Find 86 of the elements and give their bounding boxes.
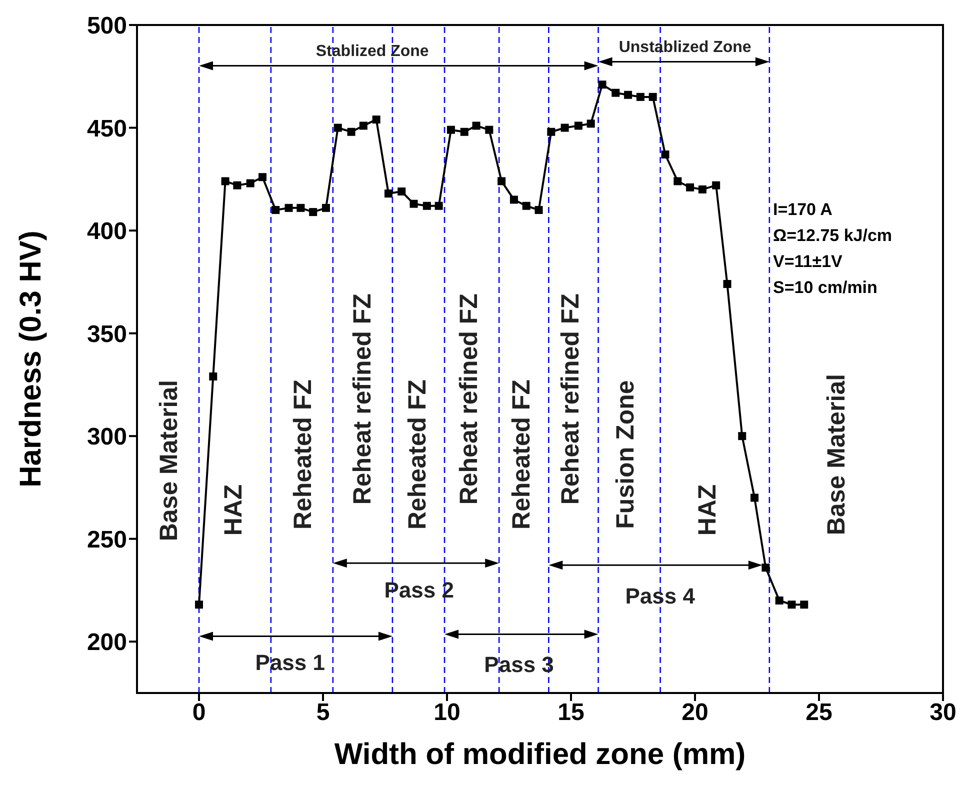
point (636, 92, 644, 101)
annotation: Fusion Zone (611, 380, 640, 529)
point (661, 150, 670, 158)
point (510, 196, 518, 204)
annotation: Reheated FZ (403, 380, 432, 530)
annotation: Pass 2 (384, 578, 454, 603)
point (648, 92, 657, 101)
point (246, 179, 254, 188)
annotation: Pass 1 (255, 650, 326, 675)
point (800, 600, 808, 609)
point (460, 128, 468, 136)
point (233, 181, 242, 190)
point (347, 128, 356, 136)
point (272, 206, 280, 214)
y-tick-label: 450 (86, 115, 127, 142)
y-tick-label: 500 (86, 12, 127, 40)
point (598, 80, 606, 89)
point (586, 120, 595, 128)
point (209, 372, 218, 380)
point (762, 564, 770, 572)
point (334, 124, 342, 132)
x-tick-label: 25 (806, 699, 832, 726)
point (534, 206, 543, 214)
x-tick-label: 15 (558, 699, 584, 726)
annotation: Ω=12.75 kJ/cm (773, 226, 892, 245)
point (686, 183, 694, 192)
point (221, 177, 230, 186)
point (485, 126, 494, 134)
annotation: Reheat refined FZ (348, 294, 377, 505)
point (788, 600, 796, 609)
y-tick-label: 350 (86, 320, 127, 348)
point (547, 128, 556, 136)
point (522, 202, 530, 210)
point (296, 204, 305, 212)
point (410, 200, 418, 208)
point (434, 202, 443, 210)
point (359, 122, 368, 130)
point (574, 122, 582, 130)
point (322, 204, 330, 212)
annotation: Reheat refined FZ (455, 294, 484, 505)
point (738, 432, 746, 440)
point (422, 202, 431, 210)
y-tick-label: 400 (86, 218, 127, 246)
point (775, 596, 784, 605)
annotation: HAZ (220, 484, 248, 536)
annotation: Pass 3 (484, 652, 554, 677)
x-axis-title: Width of modified zone (mm) (334, 738, 746, 771)
point (372, 116, 380, 124)
point (284, 204, 293, 212)
point (624, 90, 632, 99)
point (674, 177, 682, 186)
annotation: Stablized Zone (316, 43, 429, 60)
annotation: Reheat refined FZ (556, 294, 585, 505)
point (195, 600, 203, 609)
point (258, 173, 266, 182)
annotation: Reheated FZ (507, 380, 536, 530)
annotation: S=10 cm/min (773, 278, 878, 297)
annotation: Pass 4 (625, 584, 696, 609)
y-tick-label: 250 (86, 526, 127, 554)
x-tick-label: 5 (316, 699, 330, 726)
point (612, 88, 620, 97)
point (712, 181, 720, 190)
annotation: Base Material (155, 380, 184, 542)
annotation: V=11±1V (773, 252, 844, 271)
point (446, 126, 455, 134)
point (398, 187, 406, 196)
point (309, 208, 318, 216)
point (498, 177, 506, 186)
x-tick-label: 0 (192, 699, 206, 726)
x-tick-label: 30 (930, 699, 956, 726)
y-tick-label: 200 (86, 629, 127, 656)
x-tick-label: 10 (434, 699, 460, 726)
annotation: Reheated FZ (289, 380, 318, 530)
y-tick-label: 300 (86, 424, 127, 451)
y-axis-title: Hardness (0.3 HV) (14, 230, 48, 488)
point (472, 122, 480, 130)
point (723, 280, 732, 288)
point (750, 494, 759, 502)
annotation: HAZ (694, 484, 722, 536)
point (698, 185, 706, 194)
point (560, 124, 569, 132)
annotation: Base Material (822, 374, 851, 536)
x-tick-label: 20 (682, 699, 708, 726)
annotation: Unstablized Zone (618, 39, 752, 56)
annotation: I=170 A (773, 200, 832, 219)
point (384, 190, 392, 198)
